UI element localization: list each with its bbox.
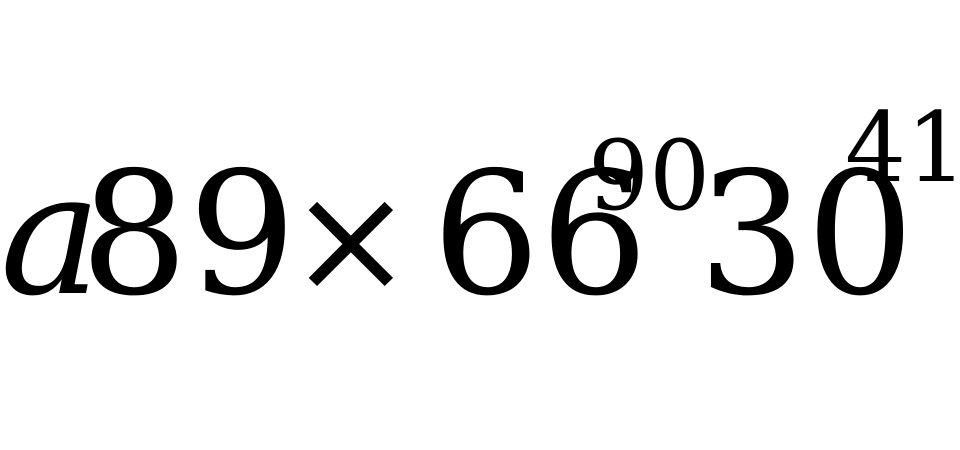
exponent-90: 90 [588, 120, 711, 232]
multiply-operator: × [288, 153, 414, 327]
exponent-41: 41 [845, 92, 960, 204]
base-66: 66 [432, 136, 649, 334]
variable-a: a [0, 136, 102, 334]
base-30: 30 [698, 136, 915, 334]
coefficient-89: 89 [80, 136, 297, 334]
